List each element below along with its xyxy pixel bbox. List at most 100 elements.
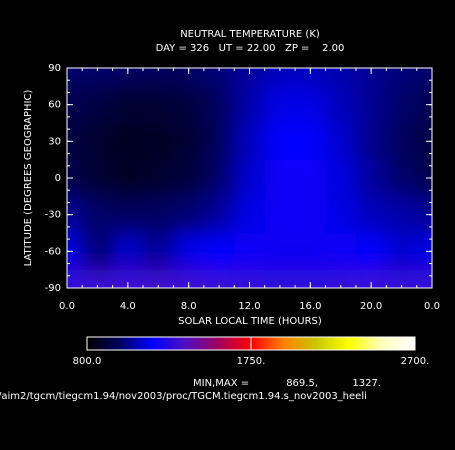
field-cell bbox=[67, 196, 83, 234]
field-cell bbox=[264, 86, 296, 124]
field-cell bbox=[295, 86, 327, 124]
field-cell bbox=[234, 233, 266, 271]
field-cell bbox=[325, 196, 357, 234]
chart-subtitle: DAY = 326 UT = 22.00 ZP = 2.00 bbox=[156, 43, 345, 54]
x-tick-label: 4.0 bbox=[120, 301, 136, 312]
field-cell bbox=[264, 269, 296, 288]
y-tick-label: -90 bbox=[45, 283, 61, 294]
field-cell bbox=[173, 86, 205, 124]
field-cell bbox=[112, 159, 144, 197]
field-cell bbox=[416, 233, 432, 271]
field-cell bbox=[416, 269, 432, 288]
field-cell bbox=[386, 159, 418, 197]
field-cell bbox=[112, 269, 144, 288]
field-cell bbox=[173, 68, 205, 87]
field-cell bbox=[264, 233, 296, 271]
field-cell bbox=[143, 196, 174, 234]
field-cell bbox=[67, 123, 83, 161]
field-cell bbox=[112, 86, 144, 124]
field-cell bbox=[82, 269, 114, 288]
colorbar-tick-label: 2700. bbox=[401, 356, 430, 367]
field-cell bbox=[234, 86, 266, 124]
field-cell bbox=[67, 233, 83, 271]
field-cell bbox=[173, 196, 205, 234]
field-cell bbox=[143, 159, 174, 197]
field-cell bbox=[143, 233, 174, 271]
field-cell bbox=[67, 68, 83, 87]
field-cell bbox=[355, 233, 387, 271]
field-cell bbox=[325, 68, 357, 87]
field-cell bbox=[295, 196, 327, 234]
field-cell bbox=[173, 123, 205, 161]
field-cell bbox=[67, 159, 83, 197]
field-cell bbox=[82, 196, 114, 234]
y-tick-label: 30 bbox=[48, 136, 61, 147]
field-cell bbox=[386, 68, 418, 87]
field-cell bbox=[355, 86, 387, 124]
field-cell bbox=[82, 86, 114, 124]
field-cell bbox=[82, 159, 114, 197]
field-cell bbox=[295, 269, 327, 288]
field-cell bbox=[203, 196, 235, 234]
field-cell bbox=[143, 86, 174, 124]
field-cell bbox=[386, 269, 418, 288]
field-cell bbox=[203, 159, 235, 197]
field-cell bbox=[112, 68, 144, 87]
field-cell bbox=[203, 123, 235, 161]
field-cell bbox=[82, 233, 114, 271]
field-cell bbox=[143, 123, 174, 161]
y-axis-label: LATITUDE (DEGREES GEOGRAPHIC) bbox=[23, 90, 34, 267]
field-cell bbox=[82, 68, 114, 87]
y-tick-label: 0 bbox=[55, 173, 61, 184]
field-cell bbox=[355, 196, 387, 234]
field-cell bbox=[325, 123, 357, 161]
field-cell bbox=[112, 196, 144, 234]
chart-title: NEUTRAL TEMPERATURE (K) bbox=[180, 29, 320, 40]
field-cell bbox=[325, 233, 357, 271]
colorbar-tick-label: 800.0 bbox=[73, 356, 102, 367]
field-cell bbox=[386, 233, 418, 271]
colorbar-tick-label: 1750. bbox=[237, 356, 266, 367]
field-cell bbox=[143, 269, 174, 288]
field-cell bbox=[264, 159, 296, 197]
field-cell bbox=[173, 269, 205, 288]
field-cell bbox=[173, 233, 205, 271]
field-cell bbox=[355, 269, 387, 288]
x-tick-label: 20.0 bbox=[360, 301, 382, 312]
x-tick-label: 0.0 bbox=[424, 301, 440, 312]
field-cell bbox=[203, 233, 235, 271]
field-cell bbox=[203, 86, 235, 124]
y-tick-label: 90 bbox=[48, 63, 61, 74]
field-cell bbox=[234, 159, 266, 197]
field-cell bbox=[264, 123, 296, 161]
x-tick-label: 0.0 bbox=[59, 301, 75, 312]
field-cell bbox=[295, 233, 327, 271]
field-cell bbox=[386, 196, 418, 234]
field-cell bbox=[355, 159, 387, 197]
y-tick-label: -60 bbox=[45, 246, 61, 257]
field-cell bbox=[82, 123, 114, 161]
field-cell bbox=[386, 86, 418, 124]
footer-path: /aim2/tgcm/tiegcm1.94/nov2003/proc/TGCM.… bbox=[0, 391, 367, 402]
y-tick-label: -30 bbox=[45, 210, 61, 221]
x-tick-label: 12.0 bbox=[238, 301, 260, 312]
field bbox=[67, 68, 432, 288]
field-cell bbox=[355, 68, 387, 87]
field-cell bbox=[386, 123, 418, 161]
field-cell bbox=[325, 269, 357, 288]
x-tick-label: 16.0 bbox=[299, 301, 321, 312]
field-cell bbox=[67, 269, 83, 288]
field-cell bbox=[67, 86, 83, 124]
field-cell bbox=[416, 86, 432, 124]
field-cell bbox=[112, 233, 144, 271]
field-cell bbox=[264, 68, 296, 87]
y-tick-label: 60 bbox=[48, 100, 61, 111]
cells bbox=[67, 68, 432, 288]
field-cell bbox=[234, 123, 266, 161]
field-cell bbox=[355, 123, 387, 161]
field-cell bbox=[295, 159, 327, 197]
field-cell bbox=[203, 269, 235, 288]
field-cell bbox=[264, 196, 296, 234]
min-value: 869.5, bbox=[286, 378, 318, 389]
